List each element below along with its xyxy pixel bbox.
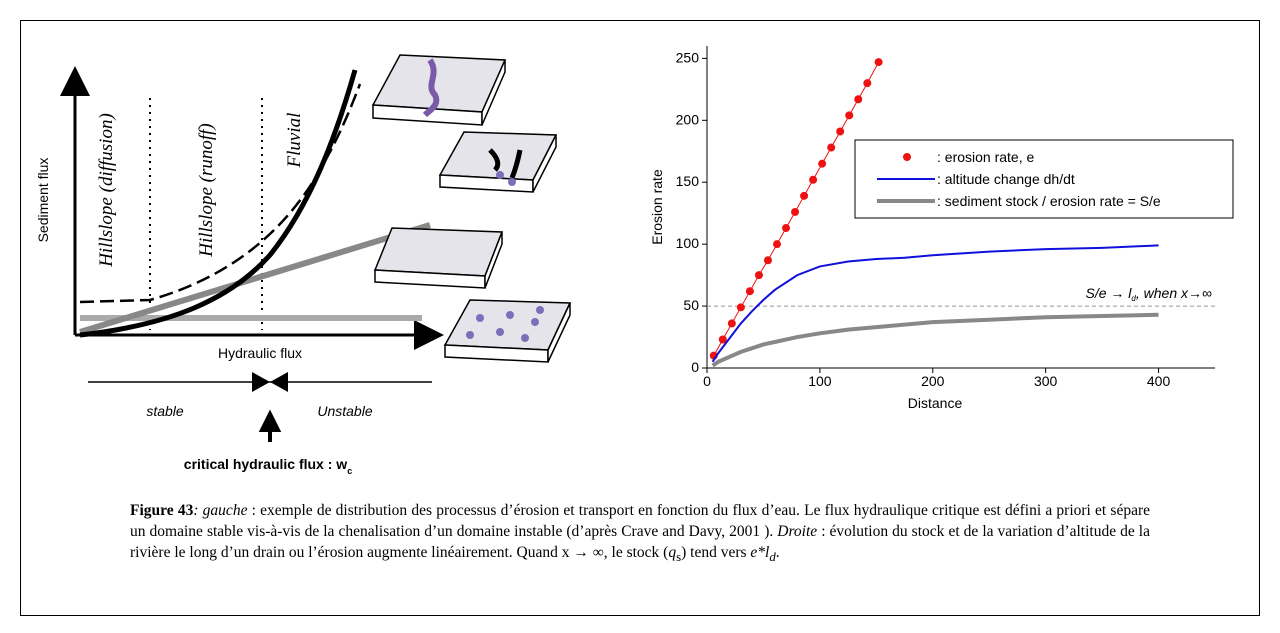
data-point [727,319,736,328]
x-axis-label: Distance [908,395,963,411]
legend-marker [903,153,911,161]
data-point [818,159,827,168]
flux-curve [79,83,362,304]
caption: Figure 43: gauche : exemple de distribut… [130,500,1150,567]
figure-frame [20,20,1260,616]
flux-curve [79,69,358,338]
x-tick-label: 100 [808,373,832,389]
unstable-label: Unstable [317,403,372,419]
data-point [736,303,745,312]
domain-label: Hillslope (runoff) [196,123,217,258]
caption-text: . [775,544,780,561]
annotation-sub: d [1131,294,1136,303]
data-point [800,191,809,200]
caption-text: e*l [750,544,770,561]
annotation: S/e → ld, when x→∞ [1086,285,1212,303]
annotation-text: , when x→∞ [1136,285,1212,301]
domain-label: Hillslope (diffusion) [96,113,117,268]
chart: Erosion rate Distance 0 100 200 300 400 0 50 10… [649,46,1234,411]
critical-label: critical hydraulic flux : wc [184,456,352,476]
series-line [711,244,1159,363]
critical-sub: c [347,466,352,476]
caption-text: s [676,549,682,565]
axis-label: Sediment flux [35,158,51,243]
critical-text: critical hydraulic flux : w [184,456,347,472]
data-point [863,79,872,88]
legend-label: : erosion rate, e [937,149,1034,165]
caption-text: : exemple de distribution des processus … [130,502,1151,540]
caption-text: : évolution du stock et de la variation … [130,523,1150,561]
series-line [711,312,1159,368]
caption-text: q [668,544,677,561]
caption-text: ) tend vers [681,544,751,561]
data-point [754,271,763,280]
data-point [745,287,754,296]
annotation-text: S/e → l [1086,285,1133,301]
data-point [827,143,836,152]
y-tick-label: 200 [676,111,700,127]
legend-label: : sediment stock / erosion rate = S/e [937,193,1161,209]
data-point [763,256,772,265]
drops [466,171,544,342]
y-tick-label: 100 [676,235,700,251]
y-tick-label: 250 [676,49,700,65]
data-point [772,240,781,249]
data-point [836,127,845,136]
caption-text: : gauche [193,502,248,519]
diagram: Sediment flux Hydraulic flux Hillslope (… [35,54,572,476]
x-tick-label: 300 [1034,373,1058,389]
bowtie [252,372,288,392]
data-point [845,111,854,120]
data-point [718,335,727,344]
slab [371,54,572,363]
x-tick-label: 0 [703,373,711,389]
y-axis-label: Erosion rate [649,169,665,245]
x-tick-label: 200 [921,373,945,389]
stable-label: stable [146,403,184,419]
flux-curve [79,222,431,335]
arrow [258,409,282,442]
data-point [791,207,800,216]
x-tick-label: 400 [1147,373,1171,389]
domain-label: Fluvial [284,113,305,169]
data-point [809,175,818,184]
y-tick-label: 50 [683,297,699,313]
data-point [782,224,791,233]
y-tick-label: 0 [691,359,699,375]
data-point [854,95,863,104]
caption-label: Figure 43 [130,502,194,519]
caption-text: d [769,549,776,565]
legend-label: : altitude change dh/dt [937,171,1075,187]
axis-label: Hydraulic flux [218,345,302,361]
caption-text: Droite [777,523,818,540]
y-tick-label: 150 [676,173,700,189]
data-point [874,58,883,67]
